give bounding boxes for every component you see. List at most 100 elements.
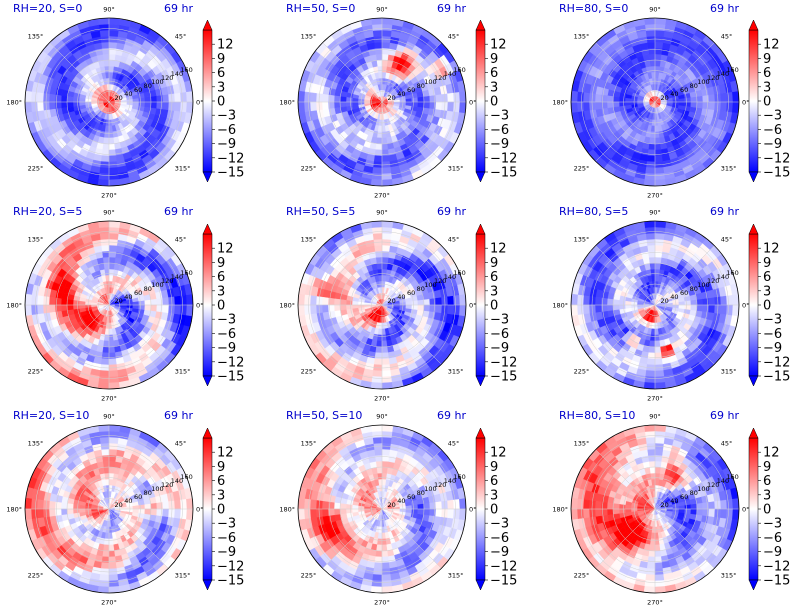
colorbar-extend-max	[202, 223, 213, 235]
heatmap-cell	[303, 294, 311, 306]
panel-title-left: RH=50, S=0	[286, 2, 355, 15]
heatmap-cell	[98, 226, 110, 234]
polar-panel-6: 90°45°0°315°270°225°180°135°204060801001…	[552, 205, 790, 403]
colorbar-tick-label: 9	[763, 52, 771, 67]
heatmap-cell	[654, 47, 663, 55]
heatmap-cell	[647, 149, 656, 157]
colorbar-tick-label: −12	[490, 355, 517, 370]
polar-grid	[570, 17, 740, 187]
heatmap-cell	[72, 504, 80, 510]
heatmap-cell	[309, 92, 317, 103]
radial-tick-label: 60	[680, 289, 688, 297]
colorbar-tick-label: −9	[763, 341, 782, 356]
heatmap-cell	[108, 454, 117, 462]
heatmap-cell	[643, 18, 656, 25]
heatmap-cell	[606, 304, 614, 312]
heatmap-cell	[162, 296, 170, 306]
angular-grid-line	[108, 101, 169, 162]
colorbar-extend-min	[202, 375, 213, 387]
heatmap-cell	[459, 293, 466, 306]
heatmap-cell	[372, 167, 383, 175]
heatmap-cell	[298, 293, 305, 306]
panel-title-right: 69 hr	[437, 2, 466, 15]
colorbar-tick-label: 9	[763, 256, 771, 271]
heatmap-cell	[381, 143, 389, 151]
heatmap-cell	[321, 101, 329, 111]
heatmap-cell	[36, 101, 44, 112]
heatmap-cell	[98, 173, 110, 181]
colorbar-tick-label: −6	[763, 327, 782, 342]
heatmap-cell	[36, 295, 44, 306]
colorbar-tick-label: 0	[763, 299, 771, 314]
heatmap-cell	[174, 508, 182, 519]
heatmap-cell	[600, 304, 608, 313]
heatmap-cell	[571, 293, 578, 306]
heatmap-cell	[333, 101, 341, 109]
angular-grid-line	[49, 42, 110, 103]
heatmap-cell	[108, 167, 119, 175]
heatmap-cell	[99, 167, 110, 175]
heatmap-cell	[654, 352, 663, 360]
heatmap-cell	[600, 101, 608, 110]
heatmap-cell	[594, 101, 602, 111]
angle-tick-label: 90°	[376, 6, 388, 14]
radial-tick-label: 60	[134, 86, 142, 94]
heatmap-cell	[108, 466, 115, 474]
heatmap-cell	[104, 532, 110, 540]
radial-tick-label: 60	[134, 289, 142, 297]
heatmap-cell	[654, 256, 662, 264]
colorbar-tick-label: 12	[490, 242, 507, 257]
colorbar-extend-min	[475, 171, 486, 183]
heatmap-cell	[646, 358, 656, 366]
heatmap-cell	[375, 256, 383, 264]
heatmap-cell	[381, 173, 393, 181]
heatmap-cell	[647, 47, 656, 55]
heatmap-cell	[174, 295, 182, 306]
heatmap-cell	[30, 91, 38, 103]
heatmap-cell	[726, 304, 734, 316]
heatmap-cell	[377, 131, 383, 139]
heatmap-cell	[654, 250, 663, 258]
angle-tick-label: 180°	[279, 99, 295, 107]
heatmap-cell	[447, 304, 455, 315]
heatmap-cell	[618, 300, 626, 306]
angle-tick-label: 0°	[742, 302, 749, 310]
heatmap-cell	[298, 101, 305, 114]
polar-panel-3: 90°45°0°315°270°225°180°135°204060801001…	[552, 2, 790, 200]
heatmap-cell	[381, 59, 388, 67]
heatmap-cell	[654, 23, 666, 31]
angle-tick-label: 90°	[376, 209, 388, 217]
angle-tick-label: 135°	[574, 33, 590, 41]
heatmap-cell	[654, 59, 661, 67]
angle-tick-label: 270°	[374, 395, 390, 403]
radial-tick-label: 100	[424, 78, 436, 86]
heatmap-cell	[594, 296, 602, 306]
angle-tick-label: 270°	[374, 192, 390, 200]
heatmap-cell	[582, 304, 590, 315]
heatmap-cell	[186, 293, 193, 306]
heatmap-cell	[333, 304, 341, 312]
heatmap-cell	[654, 226, 666, 234]
colorbar-tick-label: 3	[217, 284, 225, 299]
angular-grid-line	[654, 42, 715, 103]
heatmap-cell	[447, 295, 455, 306]
heatmap-cell	[453, 304, 461, 316]
colorbar-tick-label: −3	[763, 109, 782, 124]
heatmap-cell	[571, 304, 578, 317]
heatmap-cell	[101, 556, 110, 564]
heatmap-cell	[99, 29, 110, 37]
heatmap-cell	[708, 93, 716, 103]
angle-tick-label: 225°	[301, 164, 317, 172]
heatmap-cell	[108, 382, 121, 389]
heatmap-cell	[646, 41, 656, 49]
heatmap-cell	[381, 370, 392, 378]
panel-title-left: RH=20, S=5	[13, 205, 82, 218]
heatmap-cell	[30, 101, 38, 113]
heatmap-cell	[78, 300, 86, 306]
heatmap-cell	[186, 90, 193, 103]
heatmap-cell	[54, 501, 62, 510]
heatmap-cell	[25, 304, 32, 317]
heatmap-cell	[138, 101, 146, 107]
heatmap-cell	[650, 334, 656, 342]
heatmap-cell	[417, 304, 425, 311]
